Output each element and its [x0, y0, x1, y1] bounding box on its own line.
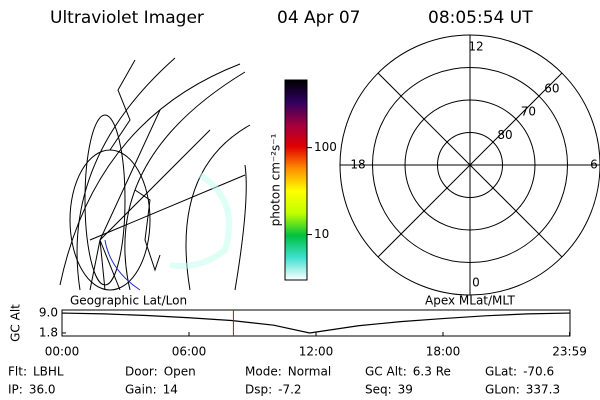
- polar-label: Apex MLat/MLT: [425, 294, 515, 308]
- time: 08:05:54 UT: [428, 8, 533, 28]
- mlt-label: 0: [472, 276, 480, 290]
- info-label: GLat:: [485, 365, 517, 379]
- y-tick-label: 1.8: [39, 325, 58, 339]
- info-label: GC Alt:: [365, 365, 407, 379]
- info-label: IP:: [8, 383, 23, 397]
- polar-grid: [339, 34, 600, 296]
- info-value: 36.0: [29, 383, 56, 397]
- x-tick-label: 23:59: [552, 345, 587, 359]
- instrument: Ultraviolet Imager: [50, 8, 204, 28]
- info-value: 337.3: [526, 383, 560, 397]
- info-value: Open: [164, 365, 196, 379]
- altitude-line: [61, 312, 570, 334]
- y-tick-label: 9.0: [39, 306, 58, 320]
- info-value: 6.3 Re: [413, 365, 451, 379]
- lat-label: 80: [497, 128, 512, 142]
- info-label: Dsp:: [245, 383, 272, 397]
- left-panel-label: Geographic Lat/Lon: [70, 294, 187, 308]
- colorbar: [284, 79, 308, 281]
- info-label: Gain:: [125, 383, 157, 397]
- info-label: Mode:: [245, 365, 282, 379]
- info-value: 39: [398, 383, 413, 397]
- x-tick-label: 06:00: [172, 345, 207, 359]
- y-axis-label: GC Alt: [9, 304, 23, 342]
- lat-label: 70: [521, 105, 536, 119]
- info-value: Normal: [288, 365, 331, 379]
- info-value: 14: [163, 383, 178, 397]
- mlt-label: 12: [468, 40, 483, 54]
- lat-ring: [372, 67, 568, 263]
- lat-label: 60: [544, 81, 559, 95]
- map: [59, 57, 251, 291]
- colorbar-tick-label: 100: [314, 140, 337, 154]
- mlt-label: 18: [350, 158, 365, 172]
- colorbar-tick-label: 10: [314, 227, 329, 241]
- info-value: LBHL: [33, 365, 64, 379]
- info-label: Seq:: [365, 383, 392, 397]
- x-tick-label: 18:00: [426, 345, 461, 359]
- colorbar-label: photon cm⁻²s⁻¹: [269, 133, 283, 226]
- x-tick-label: 00:00: [45, 345, 80, 359]
- x-tick-label: 12:00: [299, 345, 334, 359]
- info-label: Door:: [125, 365, 158, 379]
- date: 04 Apr 07: [277, 8, 360, 28]
- lat-ring: [404, 99, 536, 231]
- info-value: -7.2: [278, 383, 301, 397]
- info-label: Flt:: [8, 365, 27, 379]
- mlt-label: 6: [590, 158, 598, 172]
- info-label: GLon:: [485, 383, 520, 397]
- lat-ring: [437, 132, 503, 198]
- info-value: -70.6: [523, 365, 554, 379]
